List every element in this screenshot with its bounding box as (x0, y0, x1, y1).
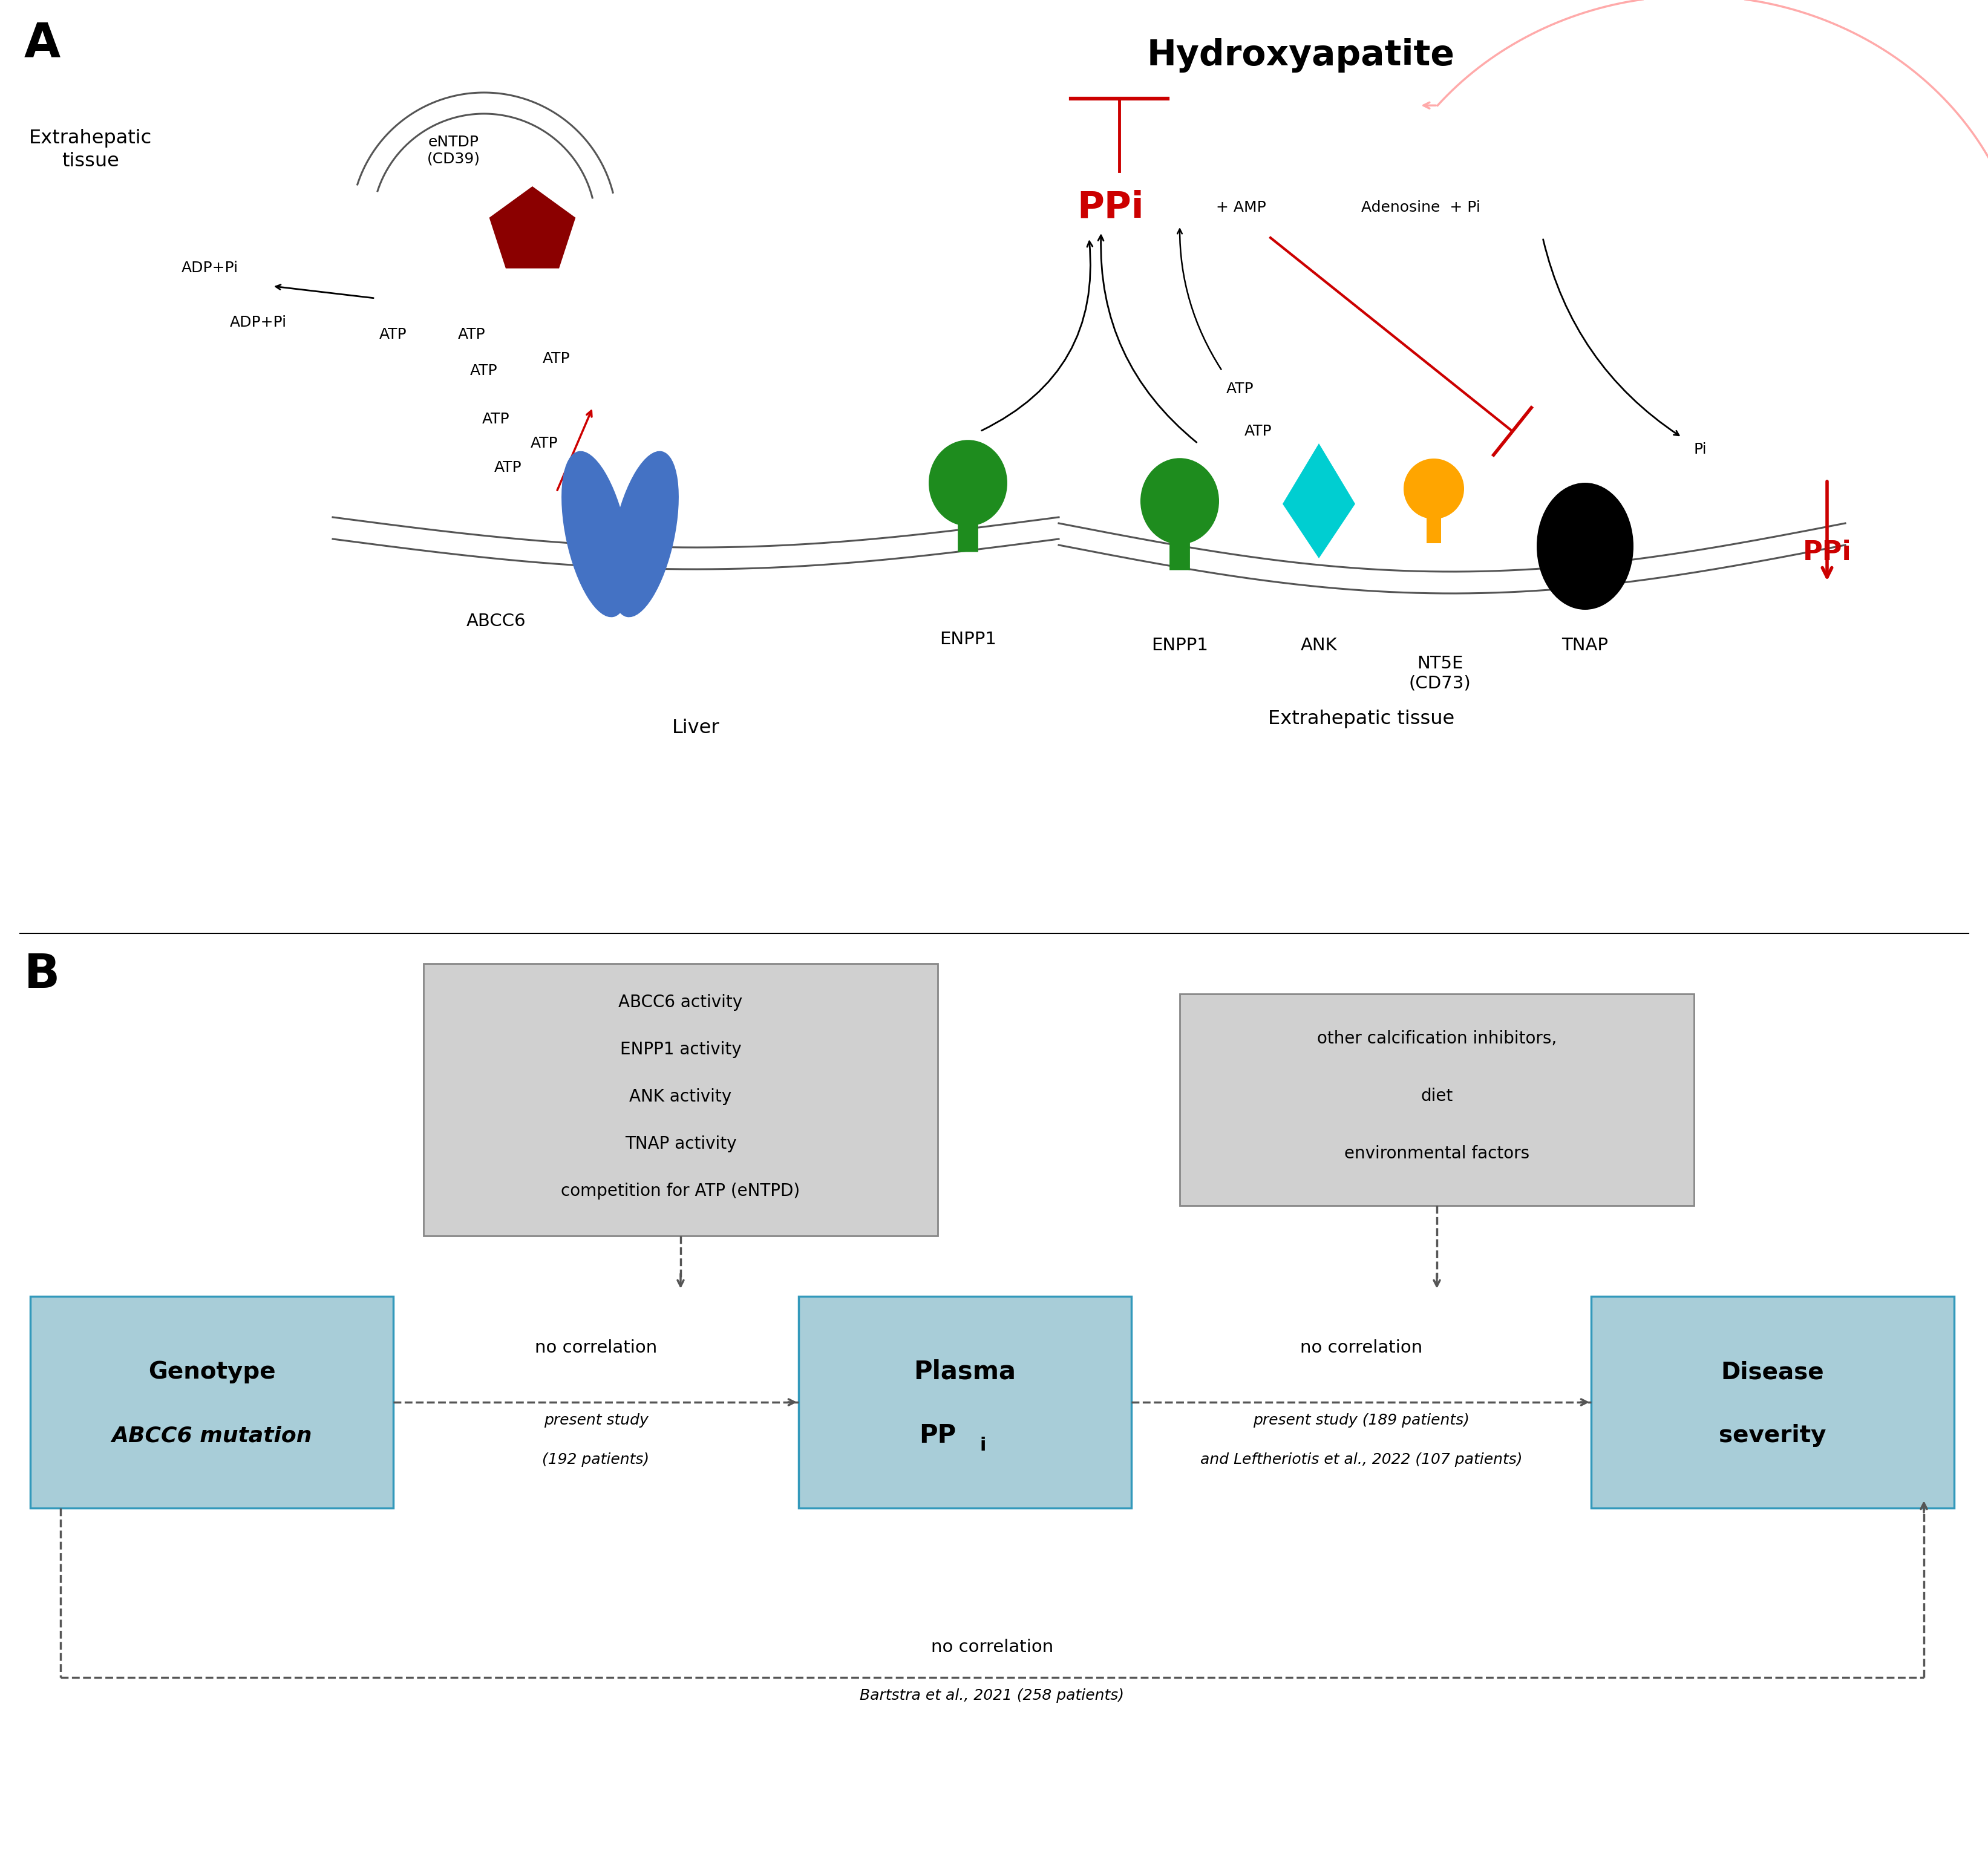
Ellipse shape (561, 451, 630, 617)
FancyBboxPatch shape (799, 1297, 1131, 1508)
Polygon shape (489, 187, 575, 268)
Text: no correlation: no correlation (1300, 1340, 1421, 1356)
Text: ATP: ATP (483, 412, 509, 427)
Text: ATP: ATP (543, 352, 571, 367)
Text: other calcification inhibitors,: other calcification inhibitors, (1316, 1031, 1557, 1048)
Text: Extrahepatic tissue: Extrahepatic tissue (1268, 709, 1453, 728)
FancyBboxPatch shape (1590, 1297, 1954, 1508)
Ellipse shape (610, 451, 678, 617)
Text: present study (189 patients): present study (189 patients) (1252, 1413, 1469, 1428)
Text: (192 patients): (192 patients) (543, 1452, 650, 1467)
Text: Bartstra et al., 2021 (258 patients): Bartstra et al., 2021 (258 patients) (859, 1688, 1123, 1703)
Text: ENPP1: ENPP1 (938, 631, 996, 647)
Text: severity: severity (1718, 1424, 1825, 1446)
FancyBboxPatch shape (30, 1297, 394, 1508)
Text: ABCC6 activity: ABCC6 activity (618, 994, 742, 1010)
Text: Extrahepatic
tissue: Extrahepatic tissue (30, 129, 153, 170)
Text: ATP: ATP (457, 327, 485, 342)
Text: NT5E
(CD73): NT5E (CD73) (1408, 655, 1471, 692)
Polygon shape (1282, 443, 1354, 558)
FancyBboxPatch shape (958, 513, 978, 552)
FancyBboxPatch shape (1179, 994, 1694, 1205)
Ellipse shape (928, 440, 1008, 526)
Text: Adenosine  + Pi: Adenosine + Pi (1362, 200, 1479, 215)
Text: ATP: ATP (495, 460, 521, 475)
Ellipse shape (1404, 458, 1463, 518)
Text: no correlation: no correlation (535, 1340, 656, 1356)
Text: Pi: Pi (1694, 442, 1706, 457)
Ellipse shape (1139, 458, 1219, 544)
Text: + AMP: + AMP (1215, 200, 1266, 215)
Text: PP: PP (918, 1422, 956, 1448)
Text: ATP: ATP (531, 436, 559, 451)
Text: ANK activity: ANK activity (630, 1089, 732, 1106)
FancyBboxPatch shape (1425, 511, 1441, 543)
Text: competition for ATP (eNTPD): competition for ATP (eNTPD) (561, 1182, 799, 1199)
Text: present study: present study (543, 1413, 648, 1428)
Ellipse shape (1537, 483, 1632, 610)
Text: environmental factors: environmental factors (1344, 1145, 1529, 1162)
FancyBboxPatch shape (423, 964, 938, 1237)
Text: ADP+Pi: ADP+Pi (231, 314, 286, 329)
Text: Hydroxyapatite: Hydroxyapatite (1147, 37, 1455, 73)
Text: Plasma: Plasma (914, 1358, 1016, 1385)
Text: ATP: ATP (1244, 425, 1272, 438)
Text: ENPP1 activity: ENPP1 activity (620, 1040, 742, 1057)
Text: no correlation: no correlation (930, 1639, 1054, 1656)
Text: ENPP1: ENPP1 (1151, 636, 1209, 653)
Text: ATP: ATP (380, 327, 408, 342)
Text: Liver: Liver (672, 718, 720, 737)
Text: Genotype: Genotype (147, 1360, 276, 1383)
Text: B: B (24, 952, 60, 997)
Text: Disease: Disease (1720, 1360, 1823, 1383)
Text: ADP+Pi: ADP+Pi (181, 260, 239, 275)
Text: PPi: PPi (1803, 539, 1851, 565)
Text: ABCC6: ABCC6 (465, 614, 525, 631)
Text: i: i (980, 1437, 986, 1454)
Text: and Leftheriotis et al., 2022 (107 patients): and Leftheriotis et al., 2022 (107 patie… (1201, 1452, 1523, 1467)
Text: diet: diet (1419, 1087, 1453, 1104)
Text: PPi: PPi (1077, 189, 1143, 225)
FancyBboxPatch shape (1169, 529, 1189, 571)
Text: ATP: ATP (1227, 382, 1254, 397)
Text: TNAP: TNAP (1561, 636, 1608, 653)
Text: TNAP activity: TNAP activity (624, 1136, 736, 1153)
Text: eNTDP
(CD39): eNTDP (CD39) (427, 135, 481, 167)
Text: ATP: ATP (469, 363, 497, 378)
Text: ANK: ANK (1300, 636, 1336, 653)
Text: A: A (24, 21, 60, 65)
Text: ABCC6 mutation: ABCC6 mutation (111, 1426, 312, 1446)
